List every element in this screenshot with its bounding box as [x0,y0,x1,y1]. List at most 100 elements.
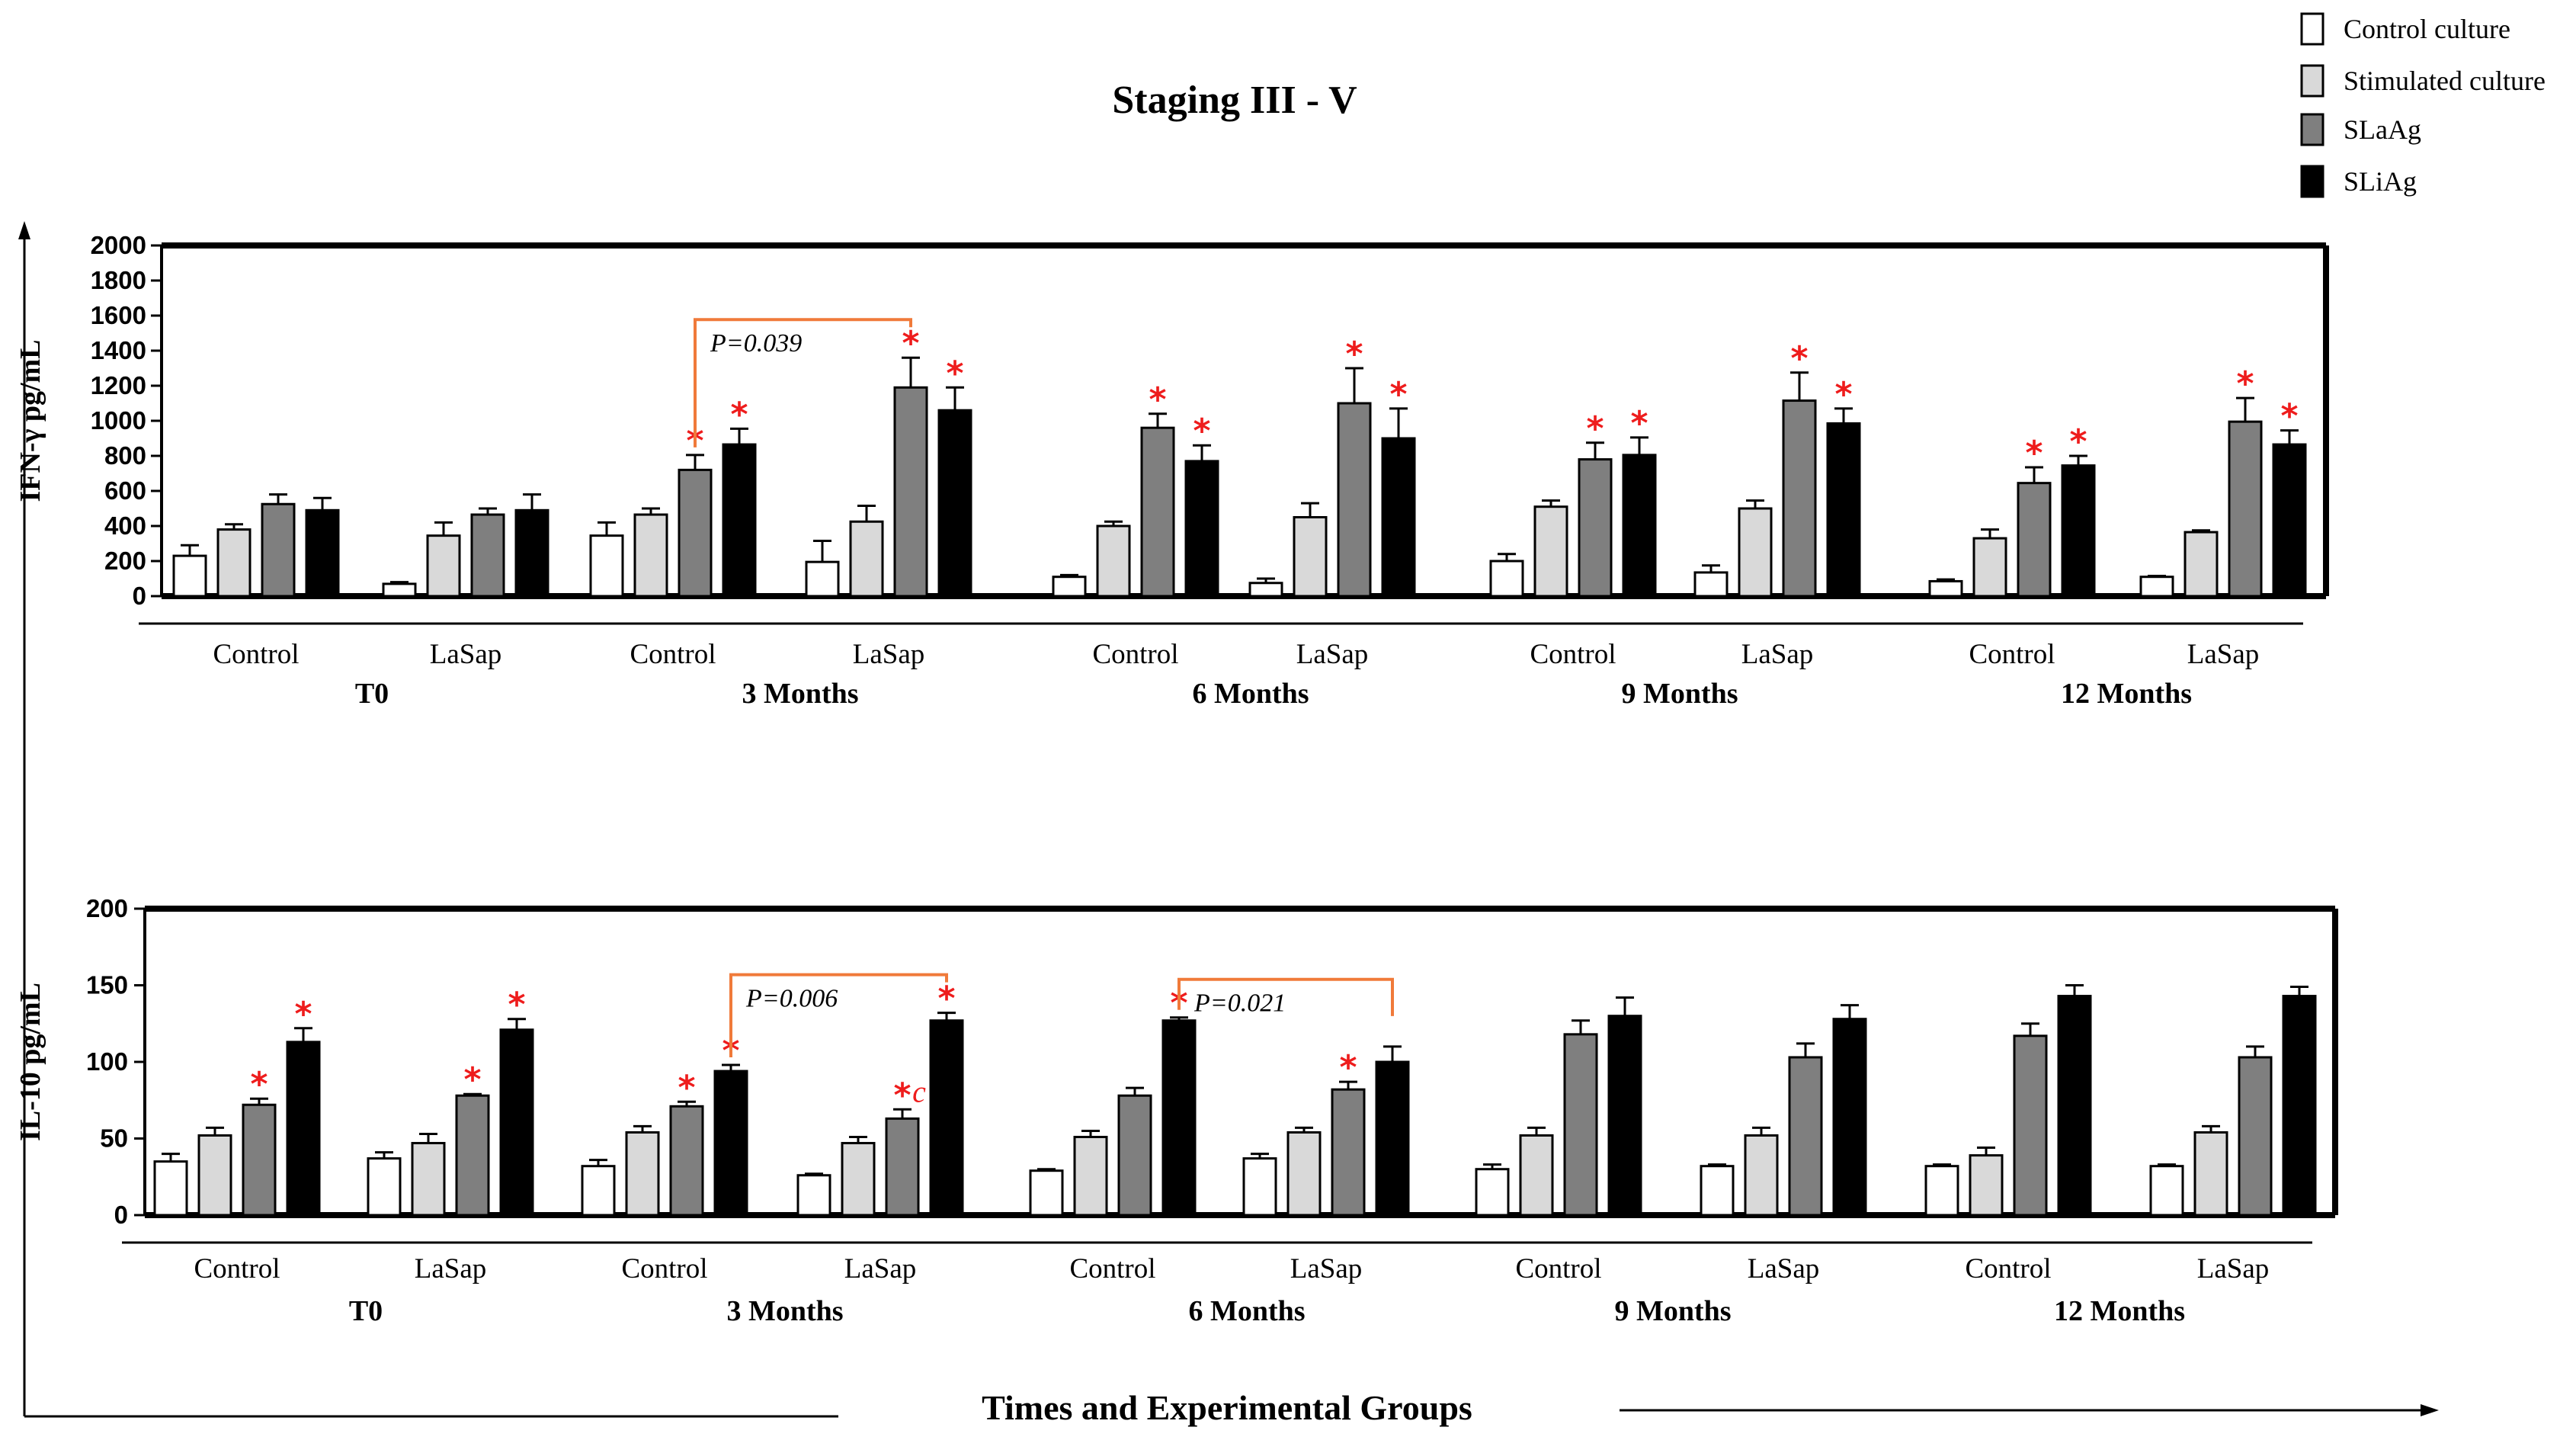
bar [1242,1157,1277,1217]
bar [589,534,624,598]
bar [197,1134,232,1217]
bar [1052,576,1087,598]
significance-star: * [508,986,525,1025]
legend-swatch-0 [2300,12,2324,46]
bar [805,560,840,598]
y-tick-label: 400 [104,512,146,540]
legend-label-3: SLiAg [2344,166,2417,197]
bar [1375,1060,1410,1217]
significance-star: * [893,1076,911,1114]
significance-star: * [2069,422,2087,461]
y-tick-label: 600 [104,476,146,505]
comparison-bracket [694,318,912,447]
y-tick-label: 0 [114,1201,128,1229]
bar [1738,507,1773,598]
group-label: LaSap [2197,1253,2270,1284]
significance-star: * [1790,339,1808,378]
bar [1519,1134,1554,1217]
bar [261,502,296,598]
legend-swatch-3 [2300,165,2324,198]
bar [1029,1169,1064,1217]
bar [1117,1094,1152,1217]
bar [1744,1134,1779,1217]
y-tick-label: 50 [100,1124,128,1153]
bar [2061,464,2096,598]
y-tick-label: 800 [104,441,146,470]
bar [1826,422,1861,598]
bar [1184,460,1219,598]
bar [1381,437,1416,598]
bar [678,468,713,598]
y-axis-label: IL-10 pg/mL [14,983,46,1141]
bar [426,534,461,598]
y-tick-label: 200 [104,547,146,575]
significance-star: * [902,324,919,363]
significance-star: * [1630,404,1648,443]
bar [1578,458,1613,598]
bar [411,1142,446,1217]
group-label: LaSap [1741,639,1814,670]
significance-star: * [250,1065,268,1104]
group-label: Control [1530,639,1616,670]
bar [2238,1056,2273,1217]
bar [1928,579,1963,598]
group-label: Control [630,639,716,670]
group-label: Control [621,1253,707,1284]
y-tick-label: 100 [86,1047,128,1076]
bar [1782,399,1817,598]
bar [2282,995,2317,1217]
group-label: Control [213,639,299,670]
bar [1293,516,1328,598]
y-tick-label: 150 [86,971,128,999]
time-label: 9 Months [1621,678,1738,710]
time-label: 3 Months [726,1295,843,1327]
bar [1475,1168,1510,1217]
group-label: LaSap [2187,639,2260,670]
bar [885,1117,920,1217]
y-tick-label: 1400 [91,336,146,364]
group-label: LaSap [1290,1253,1363,1284]
p-value-label: P=0.006 [745,985,838,1013]
significance-star: * [946,354,963,393]
comparison-bracket [1177,977,1394,1016]
significance-star: * [1149,380,1166,419]
significance-star: * [678,1068,695,1107]
x-arrow-head [2421,1404,2439,1416]
legend-swatch-2 [2300,113,2324,146]
bar [1969,1154,2004,1217]
y-axis-label: IFN-γ pg/mL [14,339,46,502]
group-label: LaSap [415,1253,487,1284]
group-label: LaSap [430,639,502,670]
bar [1286,1131,1322,1217]
bar [153,1160,188,1217]
bar [2017,482,2052,598]
y-tick-label: 1000 [91,406,146,435]
bar [1607,1015,1642,1217]
bar [172,554,207,598]
bar [2139,576,2174,598]
significance-star: * [294,995,312,1034]
bar [1788,1056,1823,1217]
bar [455,1094,490,1217]
group-label: Control [1515,1253,1601,1284]
legend-label-2: SLaAg [2344,114,2421,145]
legend-label-1: Stimulated culture [2344,66,2546,96]
bar [305,508,340,598]
bar [1161,1019,1197,1217]
bar [2184,531,2219,598]
y-tick-label: 200 [86,894,128,922]
bar [625,1131,660,1217]
bar [1972,537,2007,598]
significance-star: * [937,980,955,1018]
group-label: Control [1092,639,1178,670]
y-tick-label: 2000 [91,231,146,259]
bar [1622,454,1657,598]
bar [2149,1165,2184,1217]
group-label: LaSap [853,639,925,670]
bar [1096,524,1131,598]
bar [216,528,252,598]
significance-star: * [463,1060,481,1099]
time-label: T0 [349,1295,383,1327]
bar [893,386,928,598]
